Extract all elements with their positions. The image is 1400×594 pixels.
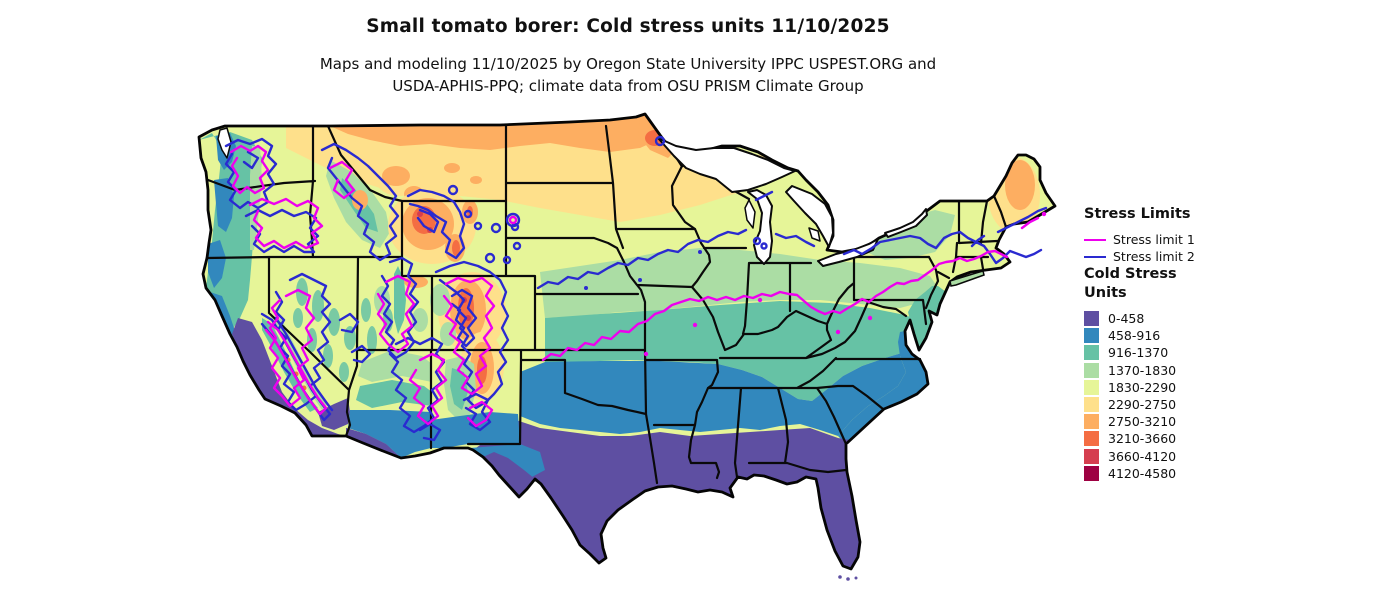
stress-limit-2-dots xyxy=(584,250,702,290)
legend-class-row: 916-1370 xyxy=(1084,344,1384,361)
stress-limit-1-label: Stress limit 1 xyxy=(1113,232,1195,247)
cold-stress-rows: 0-458 458-916 916-1370 1370-1830 1830-22… xyxy=(1084,310,1384,482)
class-swatch-5 xyxy=(1084,397,1099,413)
legend-row-stress-limit-2: Stress limit 2 xyxy=(1084,248,1384,265)
class-label-9: 4120-4580 xyxy=(1108,465,1177,481)
lake-ontario xyxy=(884,208,928,238)
legend: Stress Limits Stress limit 1 Stress limi… xyxy=(1084,206,1384,482)
legend-class-row: 0-458 xyxy=(1084,310,1384,327)
class-label-0: 0-458 xyxy=(1108,311,1145,327)
class-label-7: 3210-3660 xyxy=(1108,431,1177,447)
florida-keys xyxy=(838,575,858,581)
class-swatch-6 xyxy=(1084,414,1099,430)
legend-class-row: 1830-2290 xyxy=(1084,379,1384,396)
lake-huron xyxy=(785,185,834,248)
class-swatch-0 xyxy=(1084,311,1099,327)
stress-limits-heading: Stress Limits xyxy=(1084,206,1191,222)
legend-class-row: 3210-3660 xyxy=(1084,430,1384,447)
legend-class-row: 458-916 xyxy=(1084,327,1384,344)
legend-class-row: 4120-4580 xyxy=(1084,465,1384,482)
class-label-2: 916-1370 xyxy=(1108,345,1169,361)
class-swatch-1 xyxy=(1084,328,1099,344)
page-title: Small tomato borer: Cold stress units 11… xyxy=(366,16,890,37)
puget-sound xyxy=(217,127,232,159)
stress-limit-2-line-swatch xyxy=(1084,255,1106,258)
subtitle-line-1: Maps and modeling 11/10/2025 by Oregon S… xyxy=(319,55,937,73)
stress-limits-rows: Stress limit 1 Stress limit 2 xyxy=(1084,231,1384,265)
lake-superior xyxy=(657,137,796,193)
class-swatch-7 xyxy=(1084,431,1099,447)
class-label-4: 1830-2290 xyxy=(1108,379,1177,395)
class-swatch-2 xyxy=(1084,345,1099,361)
title-block: Small tomato borer: Cold stress units 11… xyxy=(0,16,1256,97)
saginaw-bay xyxy=(808,227,821,242)
stress-limit-1-line-swatch xyxy=(1084,238,1106,241)
subtitle-line-2: USDA-APHIS-PPQ; climate data from OSU PR… xyxy=(392,77,864,95)
stress-limit-1-contours xyxy=(229,144,1040,428)
class-swatch-8 xyxy=(1084,448,1099,464)
green-bay xyxy=(744,199,756,229)
legend-row-stress-limit-1: Stress limit 1 xyxy=(1084,231,1384,248)
class-label-3: 1370-1830 xyxy=(1108,362,1177,378)
class-label-8: 3660-4120 xyxy=(1108,448,1177,464)
long-island xyxy=(949,270,985,287)
cold-stress-heading: Cold Stress Units xyxy=(1084,266,1177,301)
stress-limit-1-dots xyxy=(643,211,1047,357)
class-label-5: 2290-2750 xyxy=(1108,397,1177,413)
class-swatch-3 xyxy=(1084,362,1099,378)
class-label-1: 458-916 xyxy=(1108,328,1161,344)
class-label-6: 2750-3210 xyxy=(1108,414,1177,430)
class-swatch-4 xyxy=(1084,379,1099,395)
legend-class-row: 2290-2750 xyxy=(1084,396,1384,413)
legend-class-row: 2750-3210 xyxy=(1084,413,1384,430)
stress-limit-2-label: Stress limit 2 xyxy=(1113,249,1195,264)
great-lakes xyxy=(217,127,928,267)
class-swatch-9 xyxy=(1084,465,1099,481)
legend-class-row: 3660-4120 xyxy=(1084,448,1384,465)
legend-class-row: 1370-1830 xyxy=(1084,362,1384,379)
